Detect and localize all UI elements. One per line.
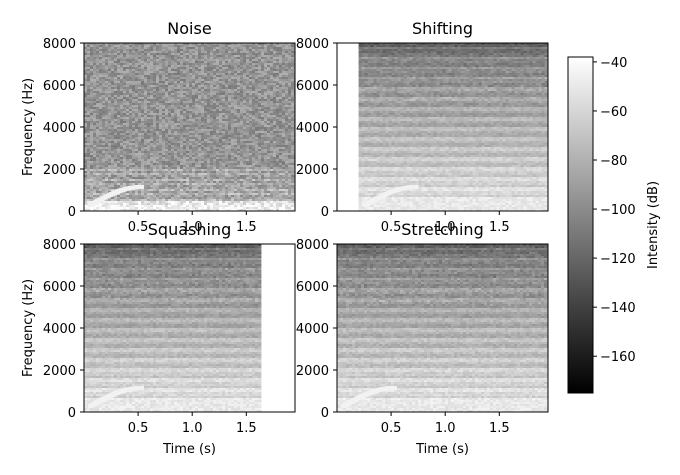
colorbar-label: Intensity (dB): [646, 181, 661, 269]
x-axis-label: Time (s): [162, 442, 216, 457]
spectrogram-image: [337, 244, 550, 412]
spectrogram-image: [337, 43, 551, 211]
colorbar-tick-label: −100: [600, 203, 636, 218]
x-axis-label: Time (s): [415, 442, 469, 457]
y-tick-label: 8000: [43, 37, 76, 52]
x-tick-label: 1.5: [236, 421, 257, 436]
y-tick-label: 2000: [296, 364, 329, 379]
x-tick-label: 1.5: [236, 220, 257, 235]
y-tick-label: 6000: [296, 280, 329, 295]
spectrogram-image: [84, 244, 295, 412]
y-tick-label: 0: [68, 205, 76, 220]
y-tick-label: 8000: [296, 37, 329, 52]
y-tick-label: 8000: [43, 238, 76, 253]
x-tick-label: 0.5: [128, 220, 149, 235]
colorbar: −40 −60 −80 −100 −120 −140 −160 Intensity (dB): [568, 56, 661, 393]
y-tick-label: 0: [68, 406, 76, 421]
y-tick-label: 6000: [296, 79, 329, 94]
panel-stretching: 0 2000 4000 6000 8000 0.5 1.0 1.5 Stretching Time…: [296, 220, 550, 457]
x-tick-label: 0.5: [381, 220, 402, 235]
y-tick-label: 2000: [296, 163, 329, 178]
panel-title: Noise: [167, 19, 211, 38]
x-tick-label: 1.5: [489, 220, 510, 235]
colorbar-tick-label: −80: [600, 154, 627, 169]
panel-squashing: 0 2000 4000 6000 8000 0.5 1.0 1.5 Squashing Frequ…: [21, 220, 295, 457]
panel-title: Squashing: [148, 220, 231, 239]
x-tick-label: 0.5: [128, 421, 149, 436]
x-tick-label: 1.5: [489, 421, 510, 436]
colorbar-tick-label: −120: [600, 252, 636, 267]
panel-title: Shifting: [412, 19, 473, 38]
colorbar-tick-label: −140: [600, 301, 636, 316]
y-tick-label: 4000: [43, 322, 76, 337]
y-tick-label: 6000: [43, 280, 76, 295]
x-tick-label: 1.0: [435, 421, 456, 436]
y-tick-label: 8000: [296, 238, 329, 253]
spectrogram-image: [84, 43, 297, 211]
x-tick-label: 0.5: [381, 421, 402, 436]
y-tick-label: 4000: [43, 121, 76, 136]
colorbar-gradient: [568, 57, 593, 393]
y-axis-label: Frequency (Hz): [21, 78, 36, 176]
y-tick-label: 2000: [43, 163, 76, 178]
y-tick-label: 0: [321, 205, 329, 220]
panel-title: Stretching: [401, 220, 483, 239]
colorbar-tick-label: −160: [600, 350, 636, 365]
y-tick-label: 6000: [43, 79, 76, 94]
x-tick-label: 1.0: [182, 421, 203, 436]
y-axis-label: Frequency (Hz): [21, 279, 36, 377]
y-tick-label: 4000: [296, 322, 329, 337]
y-tick-label: 4000: [296, 121, 329, 136]
y-tick-label: 2000: [43, 364, 76, 379]
colorbar-tick-label: −60: [600, 105, 627, 120]
y-tick-label: 0: [321, 406, 329, 421]
colorbar-tick-label: −40: [600, 56, 627, 71]
